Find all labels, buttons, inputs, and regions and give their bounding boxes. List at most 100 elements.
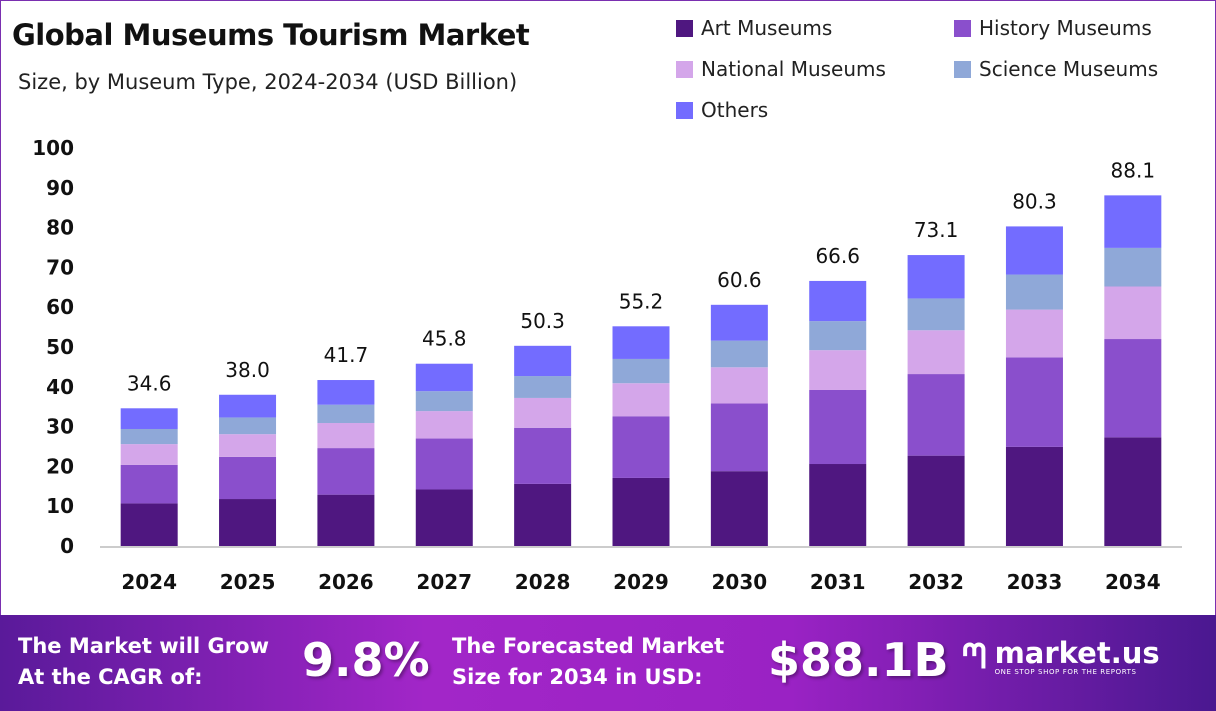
- data-label: 73.1: [914, 218, 959, 242]
- bar-segment-history-museums: [415, 438, 473, 490]
- bar-segment-art-museums: [907, 455, 965, 546]
- x-tick-label: 2025: [220, 570, 276, 594]
- bar-segment-art-museums: [219, 499, 277, 546]
- brand-tagline: ONE STOP SHOP FOR THE REPORTS: [994, 668, 1137, 676]
- data-label: 60.6: [717, 268, 762, 292]
- bar-segment-art-museums: [1005, 446, 1063, 546]
- bar-segment-history-museums: [1005, 357, 1063, 447]
- bar-segment-others: [1005, 226, 1063, 275]
- legend-item-history: History Museums: [954, 16, 1152, 40]
- bar-segment-national-museums: [120, 444, 178, 465]
- bar-segment-science-museums: [809, 321, 867, 351]
- cagr-value: 9.8%: [302, 633, 430, 687]
- data-label: 80.3: [1012, 189, 1057, 213]
- y-tick-label: 50: [46, 335, 74, 359]
- bar-segment-national-museums: [514, 397, 572, 428]
- bar-segment-others: [120, 408, 178, 429]
- legend-item-national: National Museums: [676, 57, 886, 81]
- bar-segment-history-museums: [120, 464, 178, 504]
- bar-segment-science-museums: [514, 376, 572, 398]
- bar-segment-others: [317, 380, 375, 405]
- x-tick-label: 2032: [908, 570, 964, 594]
- legend-swatch: [676, 19, 693, 37]
- x-tick-label: 2034: [1105, 570, 1161, 594]
- cagr-label-line2: At the CAGR of:: [18, 665, 203, 689]
- bar-segment-history-museums: [612, 416, 670, 478]
- legend-item-art: Art Museums: [676, 16, 832, 40]
- legend-label: Science Museums: [979, 57, 1159, 81]
- logo-icon: ᘉ: [962, 637, 987, 677]
- y-tick-label: 100: [32, 136, 74, 160]
- bar-segment-national-museums: [710, 367, 768, 404]
- data-label: 41.7: [324, 343, 369, 367]
- cagr-label-line1: The Market will Grow: [18, 634, 269, 658]
- y-tick-label: 0: [60, 534, 74, 558]
- y-tick-label: 90: [46, 176, 74, 200]
- data-label: 34.6: [127, 371, 172, 395]
- bar-segment-art-museums: [120, 503, 178, 546]
- chart-subtitle: Size, by Museum Type, 2024-2034 (USD Bil…: [18, 70, 518, 94]
- bar-segment-science-museums: [612, 358, 670, 384]
- bar-segment-art-museums: [514, 483, 572, 546]
- forecast-label: The Forecasted Market Size for 2034 in U…: [452, 631, 724, 693]
- forecast-value: $88.1B: [768, 633, 949, 687]
- legend-label: Art Museums: [701, 16, 833, 40]
- legend-item-science: Science Museums: [954, 57, 1158, 81]
- bar-segment-history-museums: [907, 374, 965, 456]
- bar-segment-history-museums: [1104, 339, 1162, 438]
- y-tick-label: 60: [46, 295, 74, 319]
- y-tick-label: 40: [46, 375, 74, 399]
- bar-segment-art-museums: [612, 477, 670, 546]
- data-label: 50.3: [520, 309, 565, 333]
- bar-segment-others: [710, 304, 768, 341]
- bar-segment-others: [612, 326, 670, 359]
- bar-segment-others: [219, 394, 277, 418]
- legend-item-others: Others: [676, 98, 768, 122]
- legend-label: National Museums: [701, 57, 886, 81]
- bar-segment-science-museums: [907, 298, 965, 331]
- bar-segment-national-museums: [1005, 309, 1063, 358]
- bar-segment-science-museums: [317, 404, 375, 424]
- bar-segment-national-museums: [612, 383, 670, 417]
- bar-segment-others: [415, 363, 473, 392]
- legend-label: History Museums: [979, 16, 1152, 40]
- bar-segment-history-museums: [317, 448, 375, 495]
- legend-swatch: [676, 60, 693, 78]
- data-label: 45.8: [422, 327, 467, 351]
- bar-segment-art-museums: [710, 471, 768, 546]
- data-label: 38.0: [225, 358, 270, 382]
- x-tick-label: 2028: [515, 570, 571, 594]
- legend-swatch: [676, 101, 693, 119]
- bar-segment-art-museums: [317, 494, 375, 546]
- bar-segment-science-museums: [1005, 274, 1063, 310]
- data-label: 55.2: [619, 289, 664, 313]
- brand-name: market.us: [994, 636, 1160, 670]
- data-label: 66.6: [815, 244, 860, 268]
- x-tick-label: 2024: [121, 570, 177, 594]
- data-label: 88.1: [1111, 158, 1156, 182]
- bar-segment-national-museums: [907, 330, 965, 375]
- bar-segment-others: [1104, 195, 1162, 248]
- brand-logo: ᘉ market.us ONE STOP SHOP FOR THE REPORT…: [962, 637, 1160, 677]
- bar-segment-others: [907, 255, 965, 299]
- bar-segment-science-museums: [219, 417, 277, 435]
- legend-swatch: [954, 60, 971, 78]
- x-tick-label: 2027: [416, 570, 472, 594]
- y-tick-label: 10: [46, 494, 74, 518]
- y-tick-label: 80: [46, 216, 74, 240]
- bar-segment-science-museums: [710, 340, 768, 368]
- y-tick-label: 20: [46, 454, 74, 478]
- forecast-label-line1: The Forecasted Market: [452, 634, 725, 658]
- x-tick-label: 2033: [1007, 570, 1063, 594]
- bar-segment-national-museums: [1104, 286, 1162, 340]
- bar-segment-art-museums: [1104, 437, 1162, 546]
- bar-segment-history-museums: [710, 403, 768, 472]
- forecast-label-line2: Size for 2034 in USD:: [452, 665, 703, 689]
- bar-segment-history-museums: [219, 456, 277, 500]
- x-tick-label: 2029: [613, 570, 669, 594]
- bar-segment-others: [514, 345, 572, 377]
- legend: Art Museums History Museums National Mus…: [676, 16, 1216, 136]
- bar-segment-art-museums: [415, 489, 473, 546]
- bar-segment-science-museums: [415, 391, 473, 412]
- x-tick-label: 2031: [810, 570, 866, 594]
